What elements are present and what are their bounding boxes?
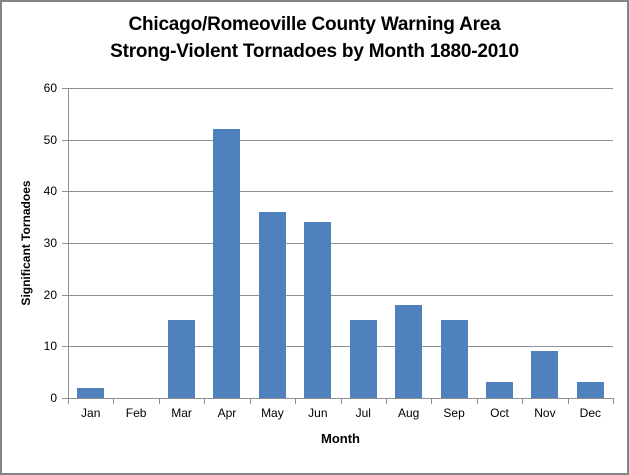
bar-dec <box>576 382 604 398</box>
x-tick-mark-6 <box>341 399 342 404</box>
bar-slot-sep <box>431 88 476 398</box>
x-tick-label-jan: Jan <box>81 406 101 420</box>
x-tick-label-sep: Sep <box>443 406 465 420</box>
bar-slot-jul <box>341 88 386 398</box>
bar-series <box>68 88 613 398</box>
bar-oct <box>486 382 513 398</box>
x-tick-label-feb: Feb <box>125 406 147 420</box>
gridline-40 <box>68 191 613 192</box>
x-tick-label-oct: Oct <box>490 406 509 420</box>
x-tick-mark-5 <box>295 399 296 404</box>
x-tick-label-mar: Mar <box>171 406 192 420</box>
x-tick-mark-7 <box>386 399 387 404</box>
x-tick-label-dec: Dec <box>579 406 602 420</box>
bar-slot-feb <box>113 88 158 398</box>
x-tick-mark-11 <box>568 399 569 404</box>
chart-title: Chicago/Romeoville County Warning Area S… <box>2 11 627 65</box>
y-tick-mark-60 <box>62 88 68 89</box>
x-tick-label-apr: Apr <box>217 406 237 420</box>
x-tick-label-aug: Aug <box>397 406 420 420</box>
gridline-30 <box>68 243 613 244</box>
y-tick-mark-10 <box>62 346 68 347</box>
chart-title-line-2: Strong-Violent Tornadoes by Month 1880-2… <box>110 41 519 62</box>
bar-jun <box>304 222 332 398</box>
y-tick-mark-40 <box>62 191 68 192</box>
x-axis-title: Month <box>321 431 360 446</box>
y-tick-mark-50 <box>62 140 68 141</box>
bar-slot-dec <box>568 88 613 398</box>
bar-slot-apr <box>204 88 249 398</box>
x-tick-mark-3 <box>204 399 205 404</box>
x-tick-mark-4 <box>250 399 251 404</box>
bar-apr <box>213 129 241 398</box>
y-tick-label-60: 60 <box>43 81 57 95</box>
y-tick-label-10: 10 <box>43 339 57 353</box>
x-tick-label-may: May <box>261 406 284 420</box>
chart-title-line-1: Chicago/Romeoville County Warning Area <box>128 14 501 35</box>
bar-slot-jun <box>295 88 340 398</box>
x-tick-mark-12 <box>613 399 614 404</box>
x-tick-mark-0 <box>68 399 69 404</box>
x-tick-label-nov: Nov <box>534 406 556 420</box>
gridline-20 <box>68 295 613 296</box>
bar-mar <box>168 320 196 398</box>
x-tick-label-jul: Jul <box>355 406 371 420</box>
bar-jul <box>349 320 377 398</box>
gridline-10 <box>68 346 613 347</box>
y-tick-label-50: 50 <box>43 133 57 147</box>
bar-slot-may <box>250 88 295 398</box>
y-tick-label-40: 40 <box>43 184 57 198</box>
bar-sep <box>440 320 468 398</box>
plot-area <box>68 88 613 398</box>
gridline-60 <box>68 88 613 89</box>
x-axis-line <box>68 398 614 399</box>
x-tick-mark-8 <box>431 399 432 404</box>
x-tick-mark-10 <box>522 399 523 404</box>
x-tick-mark-2 <box>159 399 160 404</box>
x-axis-tick-labels: Jan Feb Mar Apr May Jun Jul Aug Sep Oct Nov Dec <box>68 406 613 421</box>
bar-jan <box>77 388 105 398</box>
x-tick-mark-1 <box>113 399 114 404</box>
bar-may <box>258 212 286 398</box>
y-tick-label-0: 0 <box>50 391 57 405</box>
gridline-50 <box>68 140 613 141</box>
y-tick-label-30: 30 <box>43 236 57 250</box>
bar-slot-jan <box>68 88 113 398</box>
bar-slot-nov <box>522 88 567 398</box>
y-tick-mark-30 <box>62 243 68 244</box>
bar-aug <box>395 305 423 398</box>
bar-nov <box>531 351 559 398</box>
y-tick-mark-0 <box>62 398 68 399</box>
x-tick-label-jun: Jun <box>308 406 328 420</box>
bar-slot-aug <box>386 88 431 398</box>
y-tick-label-20: 20 <box>43 288 57 302</box>
bar-slot-oct <box>477 88 522 398</box>
y-tick-mark-20 <box>62 295 68 296</box>
bar-slot-mar <box>159 88 204 398</box>
x-tick-mark-9 <box>477 399 478 404</box>
